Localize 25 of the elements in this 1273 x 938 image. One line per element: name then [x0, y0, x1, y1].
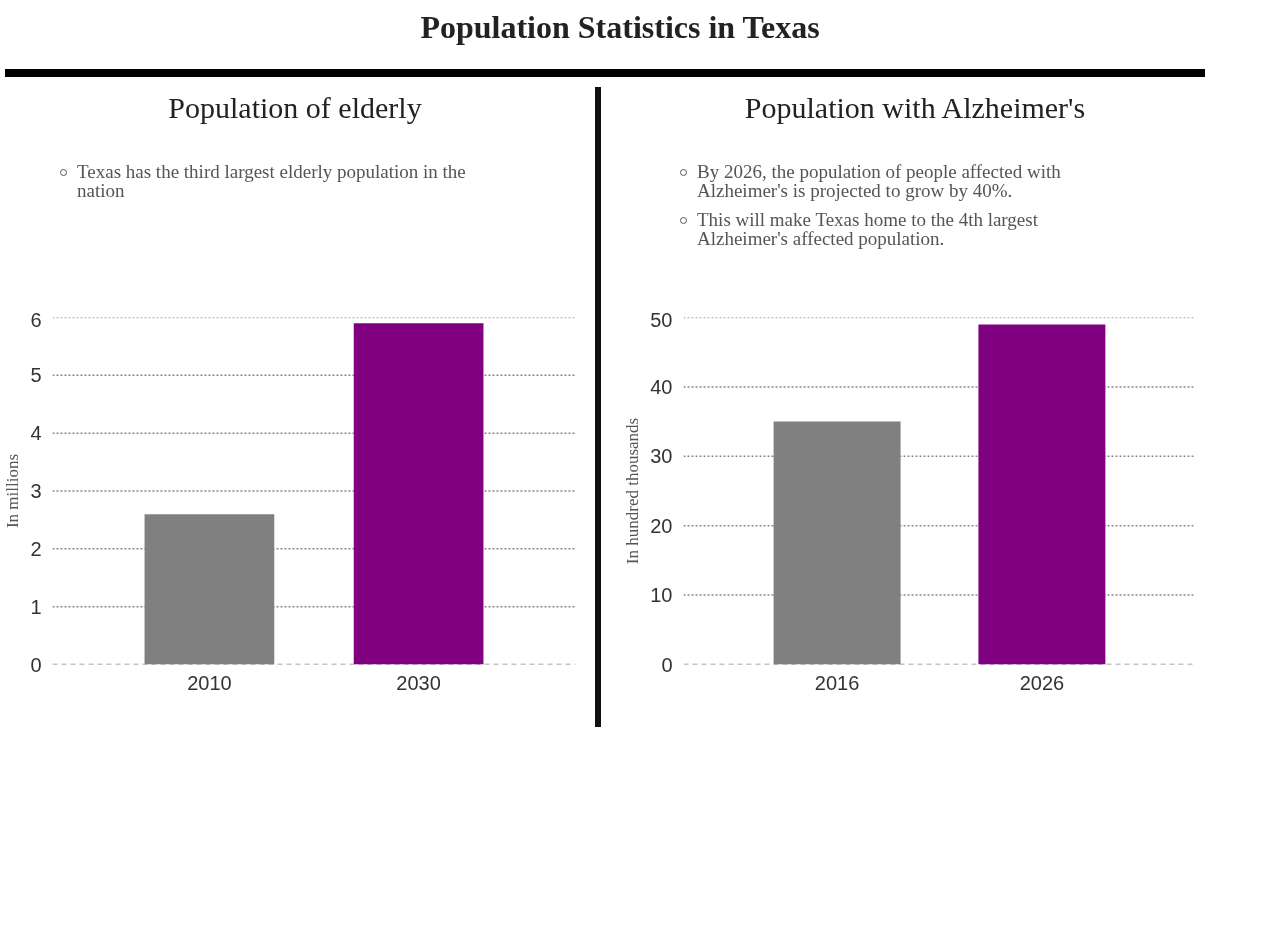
x-tick-label: 2030 [396, 671, 441, 694]
y-tick-label: 40 [650, 375, 673, 398]
y-tick-label: 6 [30, 308, 42, 331]
y-axis-title: In hundred thousands [623, 417, 643, 565]
chart-title: Population Statistics in Texas [419, 8, 821, 47]
y-tick-label: 2 [30, 537, 42, 560]
y-tick-label: 50 [650, 308, 673, 331]
y-tick-label: 20 [650, 514, 673, 537]
y-tick-label: 5 [30, 364, 42, 387]
y-tick-label: 1 [30, 595, 42, 618]
chart-subtitle: Population of elderly [167, 90, 423, 126]
text: This will make Texas home to the 4th largest Alzheimer's affected population. [697, 209, 1039, 249]
text: Texas has the third largest elderly population in the nation [77, 161, 467, 201]
x-tick-label: 2026 [1019, 671, 1065, 694]
y-tick-label: 3 [30, 480, 42, 502]
y-tick-label: 30 [650, 445, 673, 468]
text: By 2026, the population of people affected with Alzheimer's is projected to grow by 40%. [697, 161, 1062, 201]
chart-subtitle: Population with Alzheimer's [743, 90, 1087, 126]
x-tick-label: 2010 [187, 671, 232, 694]
y-axis-title: In millions [3, 453, 23, 529]
y-tick-label: 4 [30, 422, 42, 445]
y-tick-label: 0 [30, 653, 42, 676]
y-tick-label: 10 [650, 584, 673, 607]
y-tick-label: 0 [661, 653, 673, 676]
x-tick-label: 2016 [814, 671, 860, 694]
